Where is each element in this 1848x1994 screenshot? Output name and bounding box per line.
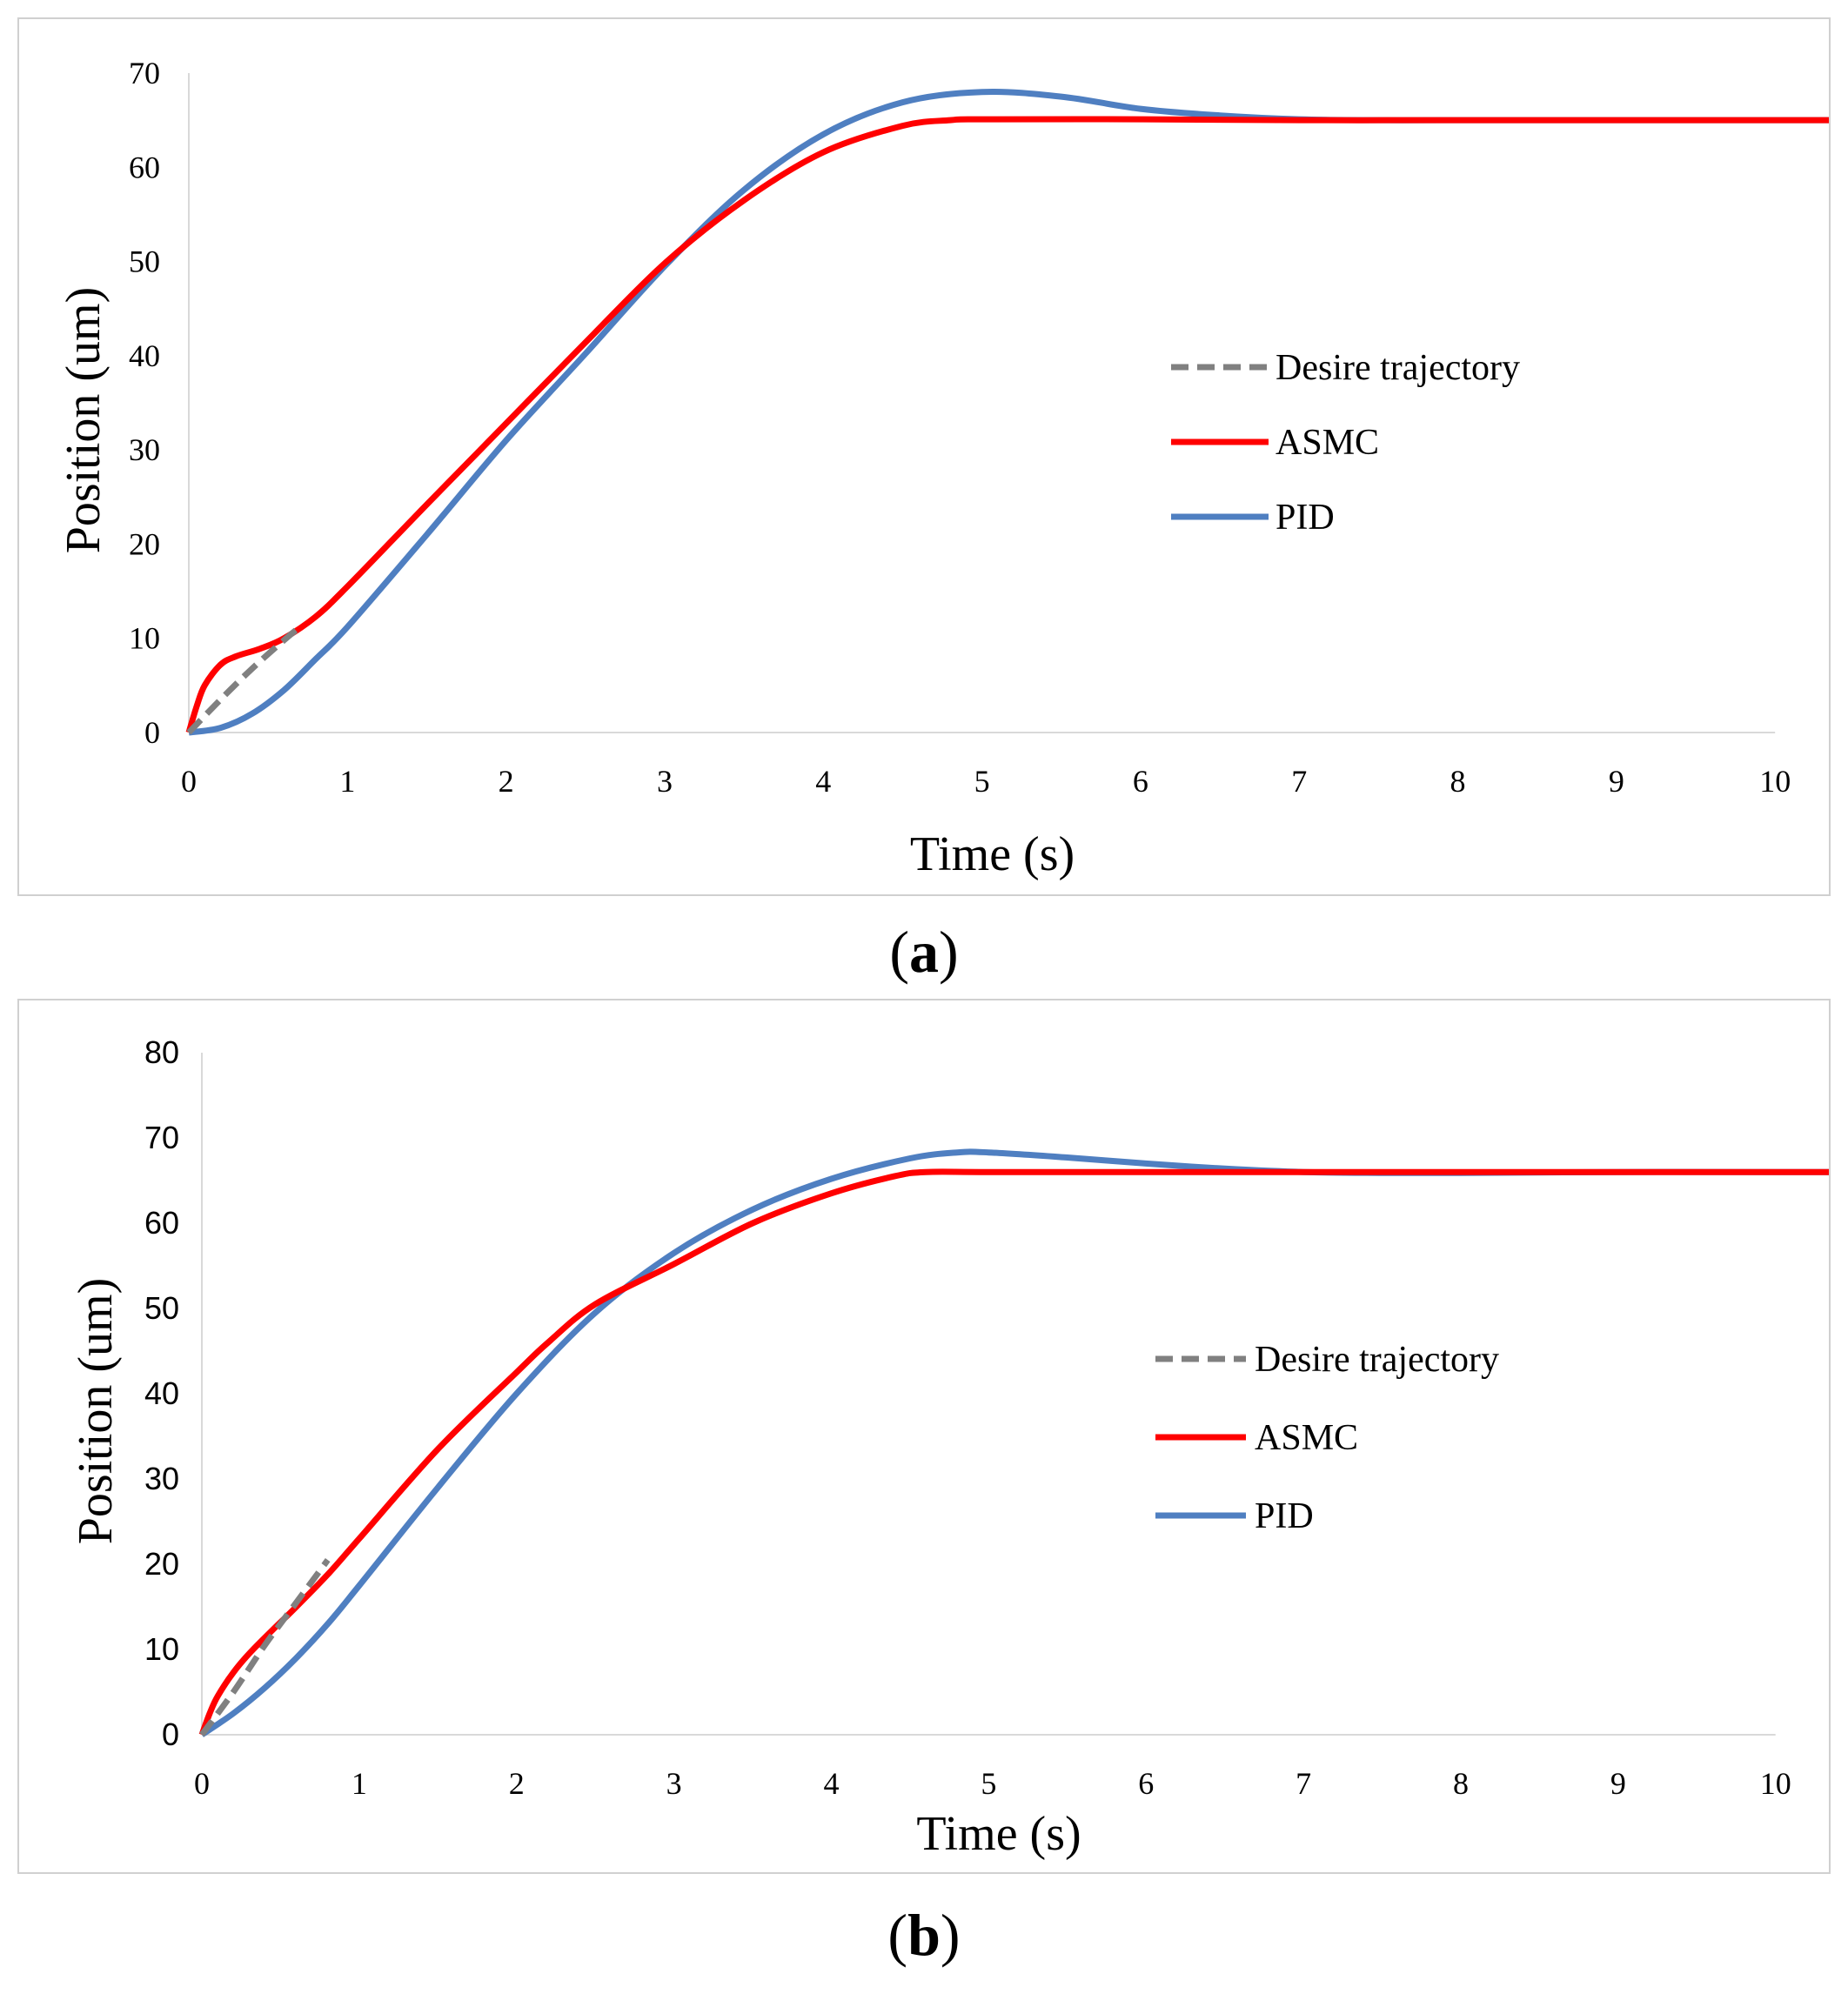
x-tick-label: 3 (666, 1766, 682, 1801)
x-tick-label: 2 (499, 764, 514, 799)
series-line-pid (188, 88, 1829, 736)
x-tick-label: 1 (352, 1766, 367, 1801)
y-tick-label: 0 (162, 1716, 179, 1752)
chart-panel-b: 0 10 20 30 40 50 60 70 80 0 1 2 3 4 5 6 7 8 9 10 Time (s) Pos… (17, 999, 1831, 1874)
series-line-asmc (185, 116, 1829, 733)
y-tick-label: 50 (129, 244, 160, 279)
x-tick-label: 8 (1453, 1766, 1469, 1801)
x-tick-label: 4 (815, 764, 831, 799)
chart-a-svg: 0 10 20 30 40 50 60 70 0 1 2 3 4 5 6 7 8 9 10 Time (s) Posit… (57, 56, 1829, 881)
y-axis-title: Position (um) (57, 287, 110, 553)
y-axis-title: Position (um) (69, 1278, 123, 1544)
y-tick-label: 0 (144, 715, 160, 750)
caption-b-letter: b (907, 1902, 941, 1968)
y-tick-label: 10 (144, 1631, 179, 1667)
caption-a: (a) (889, 919, 959, 985)
y-tick-label: 50 (144, 1290, 179, 1326)
y-tick-label: 60 (144, 1205, 179, 1241)
x-axis-title: Time (s) (910, 827, 1075, 881)
x-tick-label: 10 (1760, 1766, 1791, 1801)
x-tick-label: 9 (1610, 1766, 1626, 1801)
x-tick-label: 5 (974, 764, 990, 799)
y-tick-label: 20 (144, 1546, 179, 1582)
x-axis-title: Time (s) (916, 1807, 1081, 1861)
x-tick-label: 0 (181, 764, 197, 799)
x-tick-label: 7 (1296, 1766, 1311, 1801)
x-tick-label: 3 (657, 764, 673, 799)
x-tick-label: 4 (823, 1766, 839, 1801)
legend-label: ASMC (1255, 1418, 1358, 1458)
x-tick-label: 9 (1609, 764, 1624, 799)
chart-b-svg: 0 10 20 30 40 50 60 70 80 0 1 2 3 4 5 6 7 8 9 10 Time (s) Pos… (69, 1034, 1829, 1861)
x-tick-label: 7 (1291, 764, 1307, 799)
legend-label: PID (1276, 498, 1335, 538)
x-tick-label: 8 (1450, 764, 1466, 799)
y-tick-label: 20 (129, 526, 160, 561)
x-tick-label: 5 (981, 1766, 996, 1801)
legend-label: Desire trajectory (1276, 348, 1520, 388)
y-tick-label: 60 (129, 150, 160, 184)
chart-panel-a: 0 10 20 30 40 50 60 70 0 1 2 3 4 5 6 7 8 9 10 Time (s) Posit… (17, 17, 1831, 896)
caption-b: (b) (887, 1902, 961, 1968)
y-tick-label: 30 (129, 432, 160, 467)
legend-label: PID (1255, 1496, 1314, 1536)
y-tick-label: 40 (144, 1375, 179, 1411)
series-line-asmc (198, 1168, 1829, 1736)
x-tick-label: 0 (194, 1766, 210, 1801)
y-tick-label: 10 (129, 621, 160, 656)
x-tick-label: 6 (1133, 764, 1148, 799)
x-tick-label: 6 (1138, 1766, 1154, 1801)
series-line-desire-trajectory (186, 625, 302, 735)
series-line-desire-trajectory (199, 1558, 331, 1737)
y-tick-label: 30 (144, 1461, 179, 1496)
y-tick-label: 70 (129, 56, 160, 90)
legend-label: Desire trajectory (1255, 1340, 1499, 1380)
legend-label: ASMC (1276, 423, 1379, 463)
x-tick-label: 2 (509, 1766, 525, 1801)
x-tick-label: 1 (339, 764, 355, 799)
y-tick-label: 70 (144, 1120, 179, 1155)
caption-a-letter: a (909, 919, 939, 985)
x-tick-label: 10 (1759, 764, 1791, 799)
y-tick-label: 80 (144, 1034, 179, 1070)
y-tick-label: 40 (129, 338, 160, 373)
